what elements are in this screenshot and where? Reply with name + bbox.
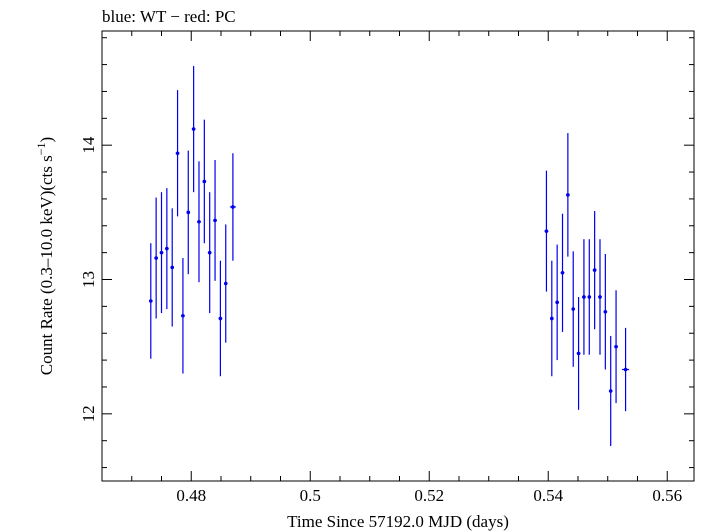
data-marker [555,300,559,305]
data-marker [623,367,628,372]
data-point [555,244,559,361]
y-tick-label: 14 [79,136,98,154]
y-tick-label: 12 [79,405,98,422]
data-marker [213,218,217,223]
data-point [582,239,586,355]
data-point [218,260,223,377]
data-point [159,192,164,314]
data-marker [544,229,549,233]
data-marker [148,299,153,303]
data-point [603,253,608,370]
data-point [175,90,180,217]
data-marker [186,210,191,215]
data-point [598,239,602,355]
y-tick-label: 13 [79,271,98,288]
data-point [229,153,236,261]
data-series [148,65,630,447]
data-marker [576,351,581,356]
data-marker [582,295,586,299]
data-point [550,260,554,377]
chart-title: blue: WT − red: PC [102,7,236,26]
data-point [223,224,228,343]
y-axis-title-main: Count Rate (0.3–10.0 keV)(cts s [37,155,56,375]
plot-frame [101,30,695,482]
data-point [576,296,581,410]
y-axis: 12 13 14 [79,37,694,469]
data-point [622,327,630,412]
data-marker [608,389,613,393]
data-marker [598,295,602,299]
data-point [154,197,158,319]
data-marker [614,344,618,349]
data-point [566,133,570,257]
data-point [544,170,549,292]
data-marker [165,246,169,251]
x-tick-label: 0.56 [652,486,682,505]
data-marker [218,316,223,321]
y-axis-title-sup: −1 [34,142,48,155]
data-point [571,251,576,367]
data-marker [202,179,207,184]
y-axis-title-end: ) [37,137,56,143]
x-tick-label: 0.48 [176,486,206,505]
data-marker [207,250,212,255]
data-marker [197,219,201,224]
data-marker [181,313,185,318]
x-tick-label: 0.52 [414,486,444,505]
data-marker [571,307,576,311]
data-marker [191,127,196,131]
data-point [213,159,217,281]
data-point [197,161,201,283]
data-point [614,290,618,404]
x-axis: 0.48 0.5 0.52 0.54 0.56 [101,31,682,505]
data-point [181,258,185,374]
data-marker [223,281,228,286]
data-point [207,192,212,314]
data-point [165,188,169,310]
data-point [592,211,597,330]
data-point [148,243,153,359]
data-marker [566,193,570,197]
data-marker [175,151,180,156]
data-marker [154,256,158,260]
data-point [560,213,565,332]
data-point [608,335,613,447]
data-marker [592,268,597,272]
x-axis-title: Time Since 57192.0 MJD (days) [287,512,509,531]
x-tick-label: 0.54 [533,486,563,505]
data-point [186,150,191,275]
data-marker [170,265,175,270]
data-point [202,119,207,244]
data-marker [550,316,554,321]
data-marker [603,309,608,314]
data-marker [159,250,164,255]
data-marker [231,205,235,209]
data-marker [560,270,565,275]
data-point [170,208,175,327]
data-point [191,65,196,193]
x-tick-label: 0.5 [300,486,321,505]
data-marker [587,295,592,299]
data-point [587,239,592,355]
y-axis-title: Count Rate (0.3–10.0 keV)(cts s−1) [34,137,56,375]
